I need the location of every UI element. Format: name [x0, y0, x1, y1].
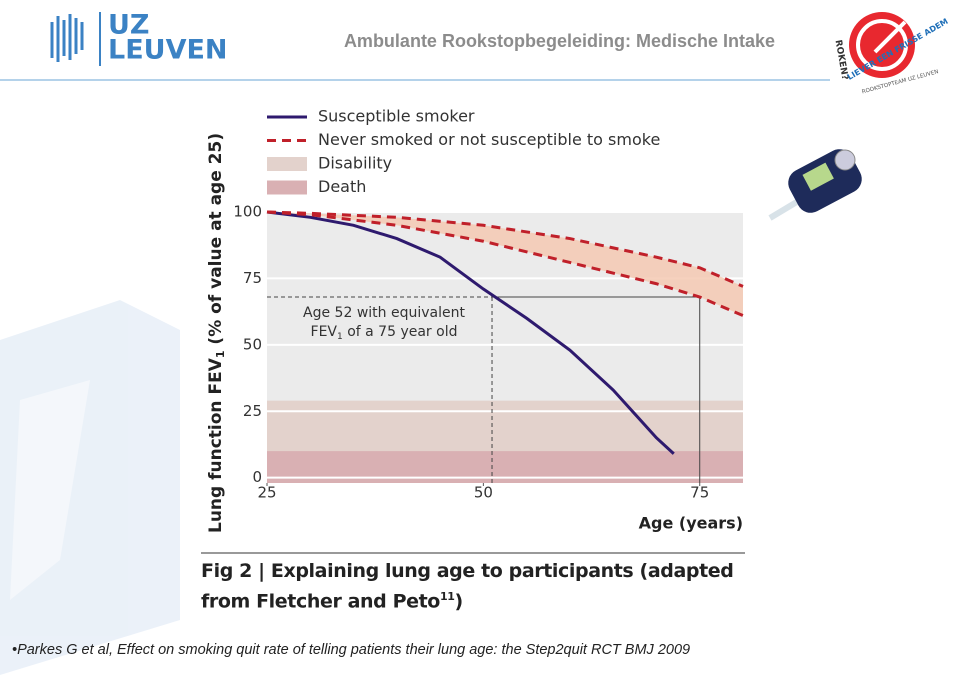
legend-swatch: [267, 157, 307, 171]
series-line: [266, 210, 675, 455]
annotation-part: of a 75 year old: [343, 324, 458, 340]
x-axis-label: Age (years): [639, 514, 743, 533]
x-tick-label: 50: [474, 484, 493, 502]
y-tick-label: 75: [243, 269, 262, 287]
annotation: Age 52 with equivalent: [303, 305, 465, 321]
x-tick-label: 25: [257, 484, 276, 502]
citation: •Parkes G et al, Effect on smoking quit …: [12, 642, 691, 658]
logo-bottom: LEUVEN: [108, 35, 228, 66]
y-axis-label: Lung function FEV1 (% of value at age 25…: [206, 133, 227, 533]
x-tick-label: 75: [690, 484, 709, 502]
legend-swatch: [267, 180, 307, 195]
slide-title: Ambulante Rookstopbegeleiding: Medische …: [344, 31, 775, 51]
legend-label: Susceptible smoker: [318, 107, 475, 126]
annotation-part: FEV: [311, 324, 338, 340]
series-line: [266, 210, 744, 317]
watermark: [0, 300, 180, 675]
caption-text: Explaining lung age to participants (ada…: [201, 560, 734, 613]
caption-fig: Fig 2: [201, 560, 252, 582]
caption-sup: 11: [439, 590, 455, 603]
legend-label: Never smoked or not susceptible to smoke: [318, 130, 660, 149]
series-band: [267, 212, 743, 316]
y-tick-label: 0: [252, 468, 262, 486]
uz-logo: [50, 12, 101, 66]
y-axis-label-rest: (% of value at age 25): [206, 133, 226, 351]
logo-top: UZ: [108, 10, 150, 41]
series-line: [266, 210, 744, 288]
y-axis-label-sub: 1: [214, 351, 227, 359]
y-tick-label: 100: [233, 203, 262, 221]
y-tick-label: 50: [243, 335, 262, 353]
annotation: FEV1 of a 75 year old: [311, 324, 458, 342]
caption: Fig 2 | Explaining lung age to participa…: [201, 560, 734, 613]
spirometer: [768, 142, 868, 221]
annotation-sub: 1: [337, 332, 343, 342]
y-axis-label-main: Lung function FEV: [206, 357, 226, 533]
legend-label: Disability: [318, 154, 392, 173]
badge: ROKEN? LIEVER EEN FRISSE ADEM ROOKSTOPTE…: [833, 12, 950, 95]
caption-end: ): [454, 590, 463, 613]
legend-label: Death: [318, 177, 366, 196]
y-tick-label: 25: [243, 402, 262, 420]
